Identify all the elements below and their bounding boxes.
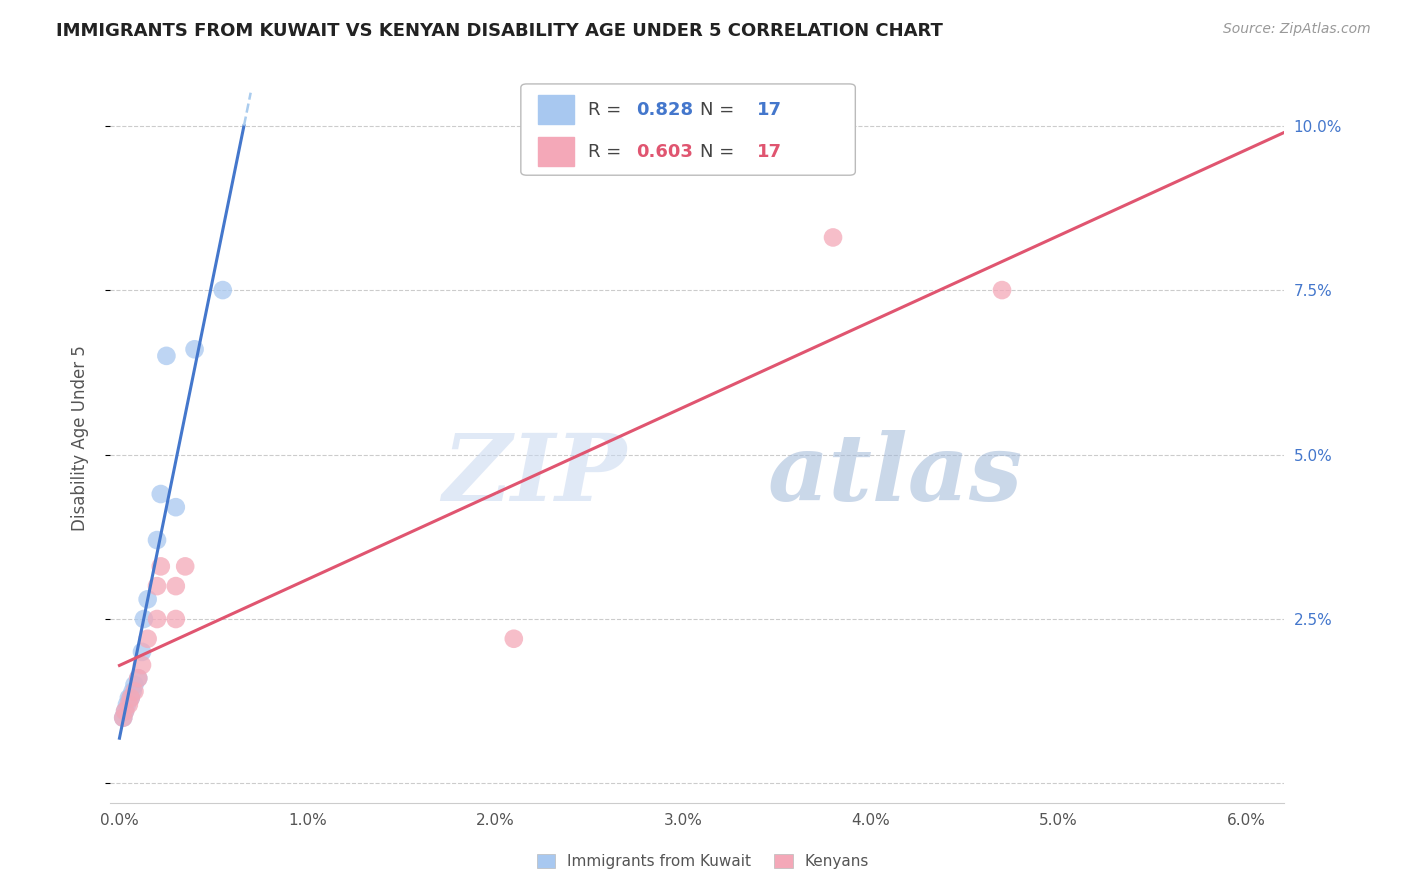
Point xyxy=(120,690,142,705)
Text: ZIP: ZIP xyxy=(443,430,627,520)
Point xyxy=(136,592,159,607)
Text: N =: N = xyxy=(700,143,741,161)
Point xyxy=(131,658,153,673)
Text: IMMIGRANTS FROM KUWAIT VS KENYAN DISABILITY AGE UNDER 5 CORRELATION CHART: IMMIGRANTS FROM KUWAIT VS KENYAN DISABIL… xyxy=(56,22,943,40)
Point xyxy=(124,678,146,692)
Point xyxy=(136,632,159,646)
Text: Source: ZipAtlas.com: Source: ZipAtlas.com xyxy=(1223,22,1371,37)
Point xyxy=(132,612,155,626)
Point xyxy=(112,711,135,725)
Point xyxy=(502,632,524,646)
FancyBboxPatch shape xyxy=(520,84,855,175)
Point xyxy=(174,559,197,574)
Point xyxy=(124,684,146,698)
Point xyxy=(131,645,153,659)
Point xyxy=(165,612,187,626)
Point xyxy=(991,283,1014,297)
Point xyxy=(118,698,141,712)
Legend: Immigrants from Kuwait, Kenyans: Immigrants from Kuwait, Kenyans xyxy=(530,848,876,875)
Point xyxy=(127,671,149,685)
Point xyxy=(183,343,205,357)
Text: 0.828: 0.828 xyxy=(636,101,693,119)
Point xyxy=(146,533,169,547)
Point xyxy=(149,559,172,574)
Point xyxy=(155,349,177,363)
Point xyxy=(165,500,187,515)
Text: R =: R = xyxy=(588,101,627,119)
Point xyxy=(121,684,143,698)
Text: R =: R = xyxy=(588,143,627,161)
Point xyxy=(149,487,172,501)
Point xyxy=(115,698,138,712)
Point xyxy=(114,704,136,718)
Text: N =: N = xyxy=(700,101,741,119)
Bar xyxy=(538,95,574,124)
Text: 17: 17 xyxy=(756,101,782,119)
Point xyxy=(112,711,135,725)
Point xyxy=(127,671,149,685)
Text: atlas: atlas xyxy=(768,430,1022,520)
Point xyxy=(120,690,142,705)
Bar xyxy=(538,137,574,166)
Text: 17: 17 xyxy=(756,143,782,161)
Text: 0.603: 0.603 xyxy=(636,143,693,161)
Point xyxy=(114,704,136,718)
Point xyxy=(118,690,141,705)
Point xyxy=(146,612,169,626)
Point xyxy=(821,230,844,244)
Y-axis label: Disability Age Under 5: Disability Age Under 5 xyxy=(72,345,89,531)
Point xyxy=(211,283,233,297)
Point xyxy=(146,579,169,593)
Point xyxy=(165,579,187,593)
